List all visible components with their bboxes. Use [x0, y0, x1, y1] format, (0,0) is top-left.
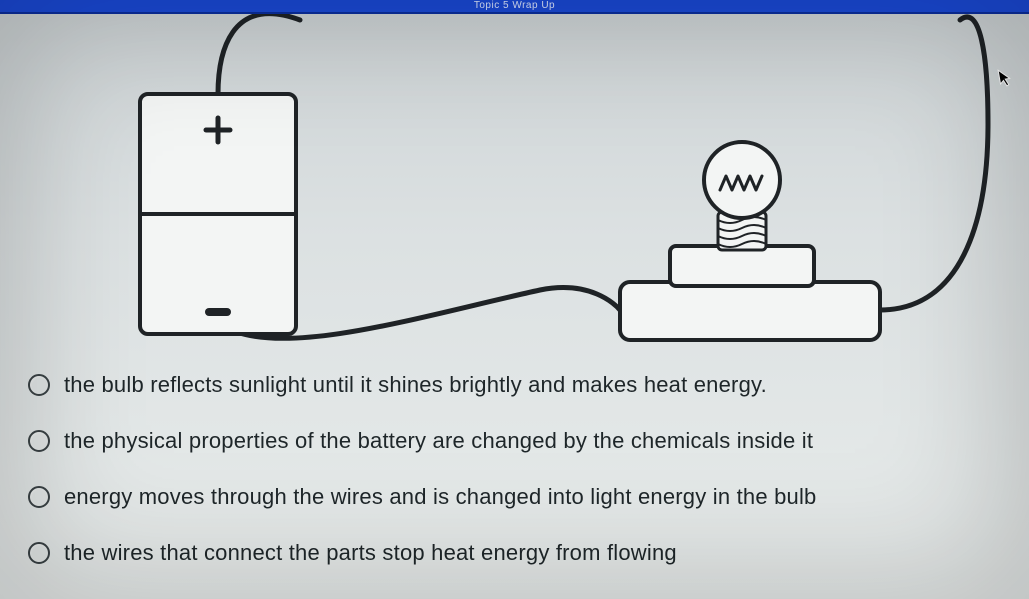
option-label: energy moves through the wires and is ch… [64, 484, 816, 510]
option-label: the wires that connect the parts stop he… [64, 540, 677, 566]
option-a[interactable]: the bulb reflects sunlight until it shin… [28, 372, 1001, 398]
option-d[interactable]: the wires that connect the parts stop he… [28, 540, 1001, 566]
option-c[interactable]: energy moves through the wires and is ch… [28, 484, 1001, 510]
radio-icon[interactable] [28, 486, 50, 508]
radio-icon[interactable] [28, 430, 50, 452]
header-bar: Topic 5 Wrap Up [0, 0, 1029, 14]
option-label: the bulb reflects sunlight until it shin… [64, 372, 767, 398]
breadcrumb-fragment: Topic 5 Wrap Up [0, 0, 1029, 12]
radio-icon[interactable] [28, 542, 50, 564]
lightbulb-icon [620, 142, 880, 340]
radio-icon[interactable] [28, 374, 50, 396]
wire-bulb-right [880, 17, 988, 310]
wire-battery-top [218, 14, 300, 94]
option-label: the physical properties of the battery a… [64, 428, 813, 454]
circuit-diagram [0, 14, 1029, 354]
answer-options: the bulb reflects sunlight until it shin… [0, 354, 1029, 566]
battery-minus-icon [205, 308, 231, 316]
option-b[interactable]: the physical properties of the battery a… [28, 428, 1001, 454]
battery-icon [140, 94, 296, 334]
